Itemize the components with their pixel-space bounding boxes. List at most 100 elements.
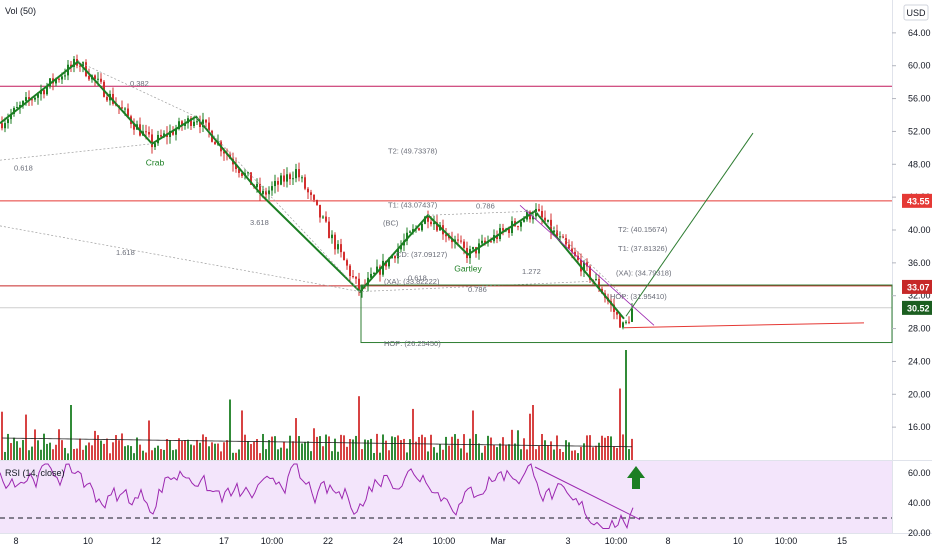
candle-body-169 bbox=[508, 229, 510, 234]
price-badge-1: 33.07 bbox=[907, 282, 930, 292]
volume-bar-37 bbox=[112, 442, 114, 460]
pattern-label-1: Gartley bbox=[454, 264, 482, 274]
volume-bar-192 bbox=[577, 453, 579, 460]
candle-body-32 bbox=[97, 78, 99, 80]
volume-bar-125 bbox=[376, 433, 378, 460]
candle-body-101 bbox=[304, 177, 306, 189]
volume-bar-210 bbox=[631, 438, 633, 460]
volume-bar-51 bbox=[154, 447, 156, 460]
volume-bar-102 bbox=[307, 441, 309, 460]
volume-bar-53 bbox=[160, 449, 162, 460]
volume-bar-58 bbox=[175, 449, 177, 460]
candle-body-24 bbox=[73, 58, 75, 67]
price-badge-bg-0 bbox=[902, 193, 932, 208]
volume-bar-95 bbox=[286, 448, 288, 460]
volume-bar-120 bbox=[361, 449, 363, 460]
crab-xb-dotted bbox=[0, 143, 153, 161]
volume-bar-159 bbox=[478, 443, 480, 460]
time-tick-12: 10 bbox=[733, 536, 743, 546]
time-tick-6: 24 bbox=[393, 536, 403, 546]
volume-bar-188 bbox=[565, 440, 567, 460]
annotation-label-10: 0.618 bbox=[408, 274, 427, 283]
volume-bar-97 bbox=[292, 441, 294, 460]
candle-body-80 bbox=[241, 172, 243, 176]
annotation-label-14: T2: (40.15674) bbox=[618, 225, 668, 234]
candle-body-106 bbox=[319, 204, 321, 218]
volume-bar-19 bbox=[58, 429, 60, 460]
candle-body-196 bbox=[589, 266, 591, 280]
candle-body-95 bbox=[286, 174, 288, 182]
candle-body-152 bbox=[457, 239, 459, 241]
volume-bar-56 bbox=[169, 439, 171, 460]
volume-bar-71 bbox=[214, 443, 216, 460]
volume-bar-39 bbox=[118, 440, 120, 460]
candle-body-135 bbox=[406, 232, 408, 241]
volume-bar-98 bbox=[295, 418, 297, 460]
candle-body-145 bbox=[436, 222, 438, 231]
price-tick-label-1: 20.00 bbox=[908, 389, 931, 399]
volume-bar-81 bbox=[244, 434, 246, 460]
volume-bar-89 bbox=[268, 440, 270, 460]
volume-bar-32 bbox=[97, 435, 99, 460]
volume-bar-70 bbox=[211, 442, 213, 460]
volume-bar-190 bbox=[571, 450, 573, 460]
volume-bar-145 bbox=[436, 452, 438, 460]
candle-body-123 bbox=[370, 273, 372, 278]
price-tick-label-9: 52.00 bbox=[908, 126, 931, 136]
candle-body-110 bbox=[331, 234, 333, 239]
candle-body-118 bbox=[355, 276, 357, 279]
candle-body-160 bbox=[481, 240, 483, 244]
candle-body-209 bbox=[628, 321, 630, 323]
candle-body-15 bbox=[46, 85, 48, 95]
volume-bar-60 bbox=[181, 440, 183, 460]
volume-bar-131 bbox=[394, 437, 396, 460]
time-tick-0: 8 bbox=[13, 536, 18, 546]
candle-body-190 bbox=[571, 248, 573, 252]
candle-body-102 bbox=[307, 188, 309, 193]
volume-bar-100 bbox=[301, 443, 303, 460]
volume-bar-127 bbox=[382, 434, 384, 460]
volume-bar-2 bbox=[7, 433, 9, 460]
volume-bar-142 bbox=[427, 451, 429, 460]
annotation-label-6: 0.786 bbox=[476, 201, 495, 210]
candle-body-23 bbox=[70, 64, 72, 67]
volume-bar-176 bbox=[529, 413, 531, 460]
volume-bar-179 bbox=[538, 445, 540, 460]
candle-body-116 bbox=[349, 265, 351, 277]
volume-bar-185 bbox=[556, 435, 558, 460]
candle-body-6 bbox=[19, 105, 21, 108]
volume-bar-76 bbox=[229, 399, 231, 460]
volume-bar-198 bbox=[595, 445, 597, 460]
candle-body-127 bbox=[382, 260, 384, 275]
volume-bar-199 bbox=[598, 442, 600, 460]
volume-bar-177 bbox=[532, 405, 534, 460]
price-tick-label-6: 40.00 bbox=[908, 225, 931, 235]
candle-body-195 bbox=[586, 262, 588, 267]
volume-bar-43 bbox=[130, 446, 132, 460]
candle-body-9 bbox=[28, 97, 30, 100]
volume-bar-112 bbox=[337, 451, 339, 460]
volume-bar-12 bbox=[37, 440, 39, 460]
volume-bar-130 bbox=[391, 436, 393, 460]
candle-body-141 bbox=[424, 216, 426, 224]
annotation-label-9: 1.272 bbox=[522, 267, 541, 276]
candle-body-35 bbox=[106, 96, 108, 101]
candle-body-3 bbox=[10, 113, 12, 120]
candle-body-67 bbox=[202, 119, 204, 128]
volume-bar-7 bbox=[22, 440, 24, 460]
candle-body-179 bbox=[538, 208, 540, 211]
volume-bar-15 bbox=[46, 443, 48, 460]
candle-body-129 bbox=[388, 258, 390, 267]
candle-body-163 bbox=[490, 241, 492, 243]
annotation-label-15: T1: (37.81326) bbox=[618, 244, 668, 253]
annotation-label-12: 0.786 bbox=[468, 285, 487, 294]
volume-bar-187 bbox=[562, 452, 564, 460]
support-ray bbox=[623, 322, 865, 329]
volume-bar-189 bbox=[568, 442, 570, 460]
volume-bar-14 bbox=[43, 433, 45, 460]
candle-body-97 bbox=[292, 178, 294, 180]
time-tick-1: 10 bbox=[83, 536, 93, 546]
candle-body-0 bbox=[1, 123, 3, 129]
time-tick-8: Mar bbox=[490, 536, 506, 546]
volume-bar-26 bbox=[79, 438, 81, 460]
